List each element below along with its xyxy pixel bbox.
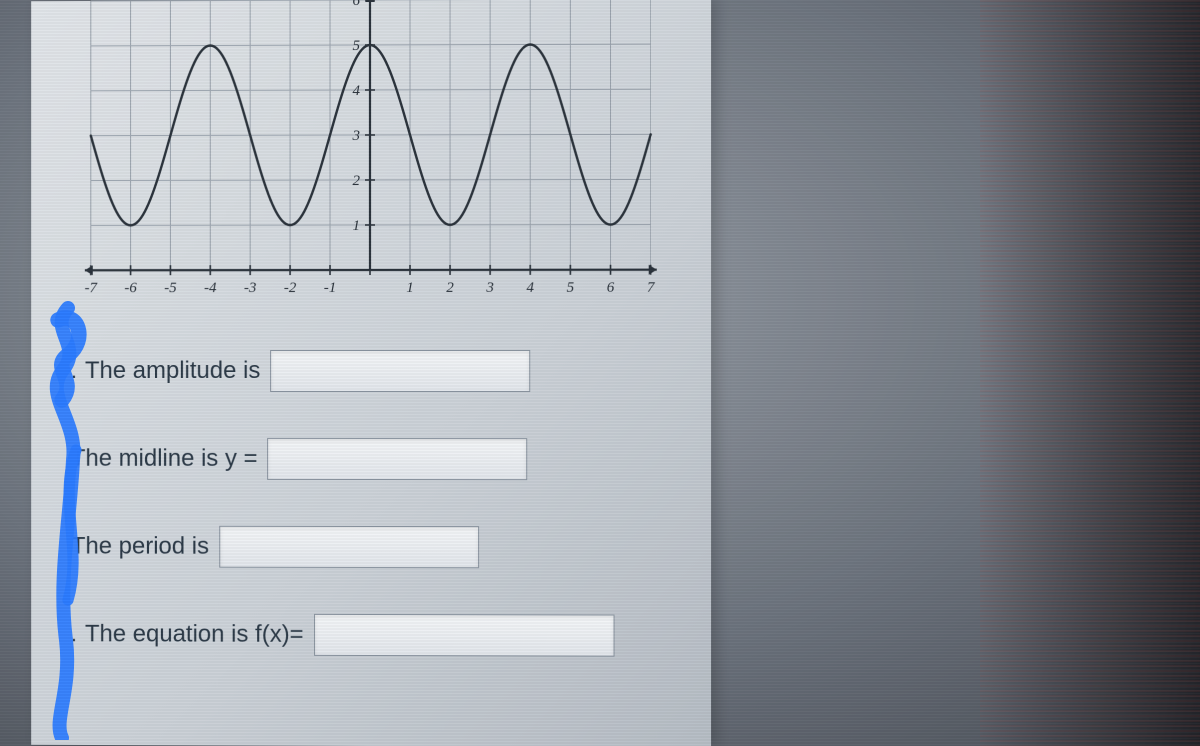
svg-text:2: 2 [446,280,454,296]
midline-row: The midline is y = [71,438,691,481]
svg-text:2: 2 [353,173,361,189]
photo-right-margin [980,0,1200,746]
midline-label: The midline is y = [71,445,258,473]
svg-text:4: 4 [526,280,534,296]
svg-text:-4: -4 [204,280,217,296]
bullet: . [71,358,77,384]
equation-input[interactable] [314,614,615,657]
svg-text:5: 5 [567,280,575,296]
period-label: The period is [71,533,209,561]
svg-text:1: 1 [353,218,360,234]
svg-text:-2: -2 [284,280,297,296]
amplitude-input[interactable] [270,350,530,392]
equation-row: . The equation is f(x)= [71,613,691,657]
svg-text:-7: -7 [85,280,98,296]
period-row: The period is [71,526,691,569]
midline-input[interactable] [268,438,528,480]
equation-label: The equation is f(x)= [85,620,304,649]
svg-text:6: 6 [353,0,361,9]
svg-text:-1: -1 [324,280,336,296]
svg-text:3: 3 [485,280,494,296]
svg-text:4: 4 [353,83,361,99]
worksheet-sheet: -7-6-5-4-3-2-11234567123456 . The amplit… [31,0,711,746]
svg-text:-6: -6 [124,280,137,296]
svg-text:3: 3 [352,128,360,144]
period-input[interactable] [219,526,479,568]
svg-text:7: 7 [647,280,655,296]
svg-text:6: 6 [607,280,615,296]
bullet: . [71,621,77,647]
amplitude-label: The amplitude is [85,357,260,385]
graph-region: -7-6-5-4-3-2-11234567123456 [81,0,661,310]
sine-graph: -7-6-5-4-3-2-11234567123456 [81,0,661,310]
questions-block: . The amplitude is The midline is y = Th… [71,320,691,667]
svg-text:-5: -5 [164,280,177,296]
svg-text:1: 1 [406,280,414,296]
amplitude-row: . The amplitude is [71,350,691,392]
svg-text:-3: -3 [244,280,256,296]
